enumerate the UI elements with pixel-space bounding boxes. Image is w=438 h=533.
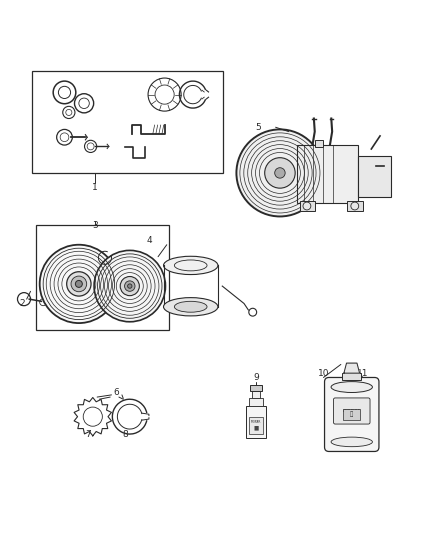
Bar [300,201,315,211]
Circle shape [275,168,285,178]
Text: 5: 5 [255,123,261,132]
Text: 9: 9 [253,373,259,382]
Bar [343,409,360,419]
Circle shape [351,202,359,210]
Bar [252,391,260,398]
Bar [249,417,263,434]
Text: 7: 7 [85,430,91,439]
Circle shape [303,202,311,210]
Bar [36,225,169,329]
FancyBboxPatch shape [325,377,379,451]
Circle shape [265,158,295,188]
Text: 10: 10 [318,369,329,377]
Circle shape [127,284,132,288]
Circle shape [124,281,135,292]
Bar [315,140,323,147]
Bar [247,406,265,439]
Text: 2: 2 [19,299,25,308]
Ellipse shape [331,437,372,447]
FancyBboxPatch shape [333,398,370,424]
Bar [347,201,363,211]
Polygon shape [344,363,360,373]
Circle shape [75,280,82,287]
Circle shape [67,272,91,296]
Bar [32,71,223,173]
Ellipse shape [163,297,218,316]
Bar [342,373,361,379]
Bar [297,144,358,204]
Text: 1: 1 [92,183,98,192]
Text: MOPAR: MOPAR [251,421,261,424]
Bar [358,156,391,197]
Text: ■: ■ [253,426,258,431]
Text: 6: 6 [114,388,120,397]
Bar [251,385,261,391]
Bar [249,398,263,406]
Circle shape [120,277,139,296]
Text: mopar: mopar [343,408,360,413]
Circle shape [237,130,323,216]
Ellipse shape [174,301,207,312]
Text: 4: 4 [147,236,152,245]
Circle shape [40,245,118,323]
Ellipse shape [163,256,218,274]
Text: 11: 11 [357,369,368,377]
Text: 3: 3 [92,221,98,230]
Ellipse shape [331,382,372,392]
Circle shape [71,276,87,292]
Circle shape [94,251,166,322]
Text: ⬛: ⬛ [350,411,353,417]
Text: 8: 8 [123,430,128,439]
